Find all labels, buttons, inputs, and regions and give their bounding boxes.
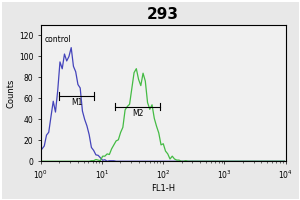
Y-axis label: Counts: Counts [7, 78, 16, 108]
Text: M2: M2 [132, 109, 143, 118]
Text: M1: M1 [71, 98, 82, 107]
Text: control: control [45, 35, 71, 44]
X-axis label: FL1-H: FL1-H [151, 184, 175, 193]
Title: 293: 293 [147, 7, 179, 22]
